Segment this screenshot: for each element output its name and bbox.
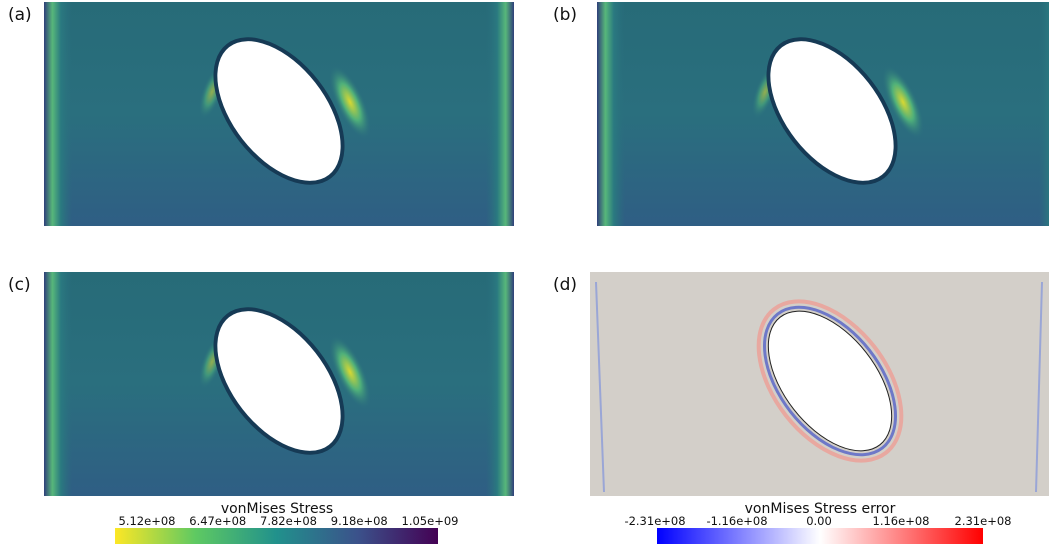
colorbar-tick-label: -1.16e+08 <box>706 514 767 528</box>
colorbar <box>115 528 438 544</box>
panel-a-field <box>44 2 514 226</box>
colorbar-tick-label: 5.12e+08 <box>119 514 176 528</box>
colorbar-tick-label: 6.47e+08 <box>189 514 246 528</box>
panel-c-field <box>44 272 514 496</box>
colorbar-tick-label: 1.16e+08 <box>873 514 930 528</box>
panel-label: (c) <box>8 275 31 295</box>
colorbar-tick-label: 1.05e+09 <box>402 514 459 528</box>
colorbar-ticks: 5.12e+08 6.47e+08 7.82e+08 9.18e+08 1.05e+09… <box>119 514 1012 528</box>
panel-d-field <box>590 272 1049 496</box>
colorbar <box>657 528 983 544</box>
colorbar-tick-label: 9.18e+08 <box>331 514 388 528</box>
colorbar-tick-label: 2.31e+08 <box>955 514 1012 528</box>
panel-label: (d) <box>553 275 577 295</box>
colorbar-title: vonMises Stress error <box>745 501 896 517</box>
panel-b-field <box>597 2 1049 226</box>
colorbar-tick-label: 0.00 <box>806 514 832 528</box>
panel-label: (b) <box>553 5 577 25</box>
panel-label: (a) <box>8 5 32 25</box>
colorbar-title: vonMises Stress <box>221 501 333 517</box>
colorbar-tick-label: -2.31e+08 <box>624 514 685 528</box>
colorbar-tick-label: 7.82e+08 <box>260 514 317 528</box>
